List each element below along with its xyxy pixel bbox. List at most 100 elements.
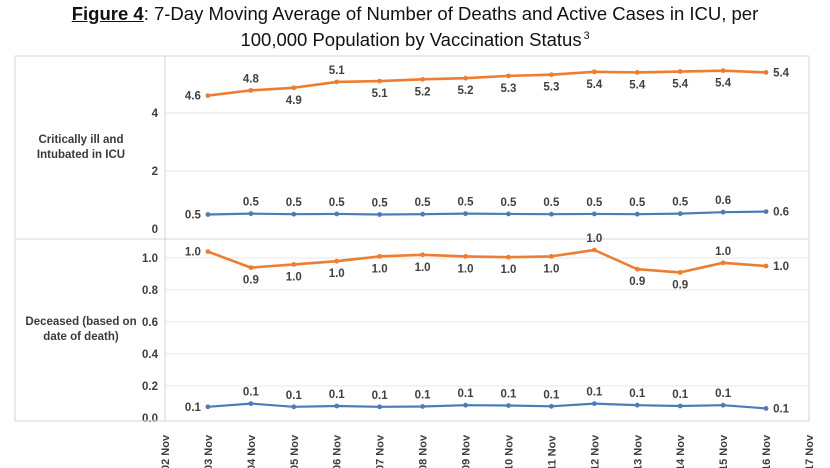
panel0-blue-series-marker <box>506 211 511 217</box>
data-label: 0.5 <box>243 197 260 209</box>
y-tick-label: 4 <box>152 108 159 120</box>
panel0-orange-series-marker <box>634 70 640 75</box>
x-tick-label: 05 Nov <box>289 434 301 468</box>
panel1-orange-series-marker <box>248 265 254 270</box>
data-label: 0.6 <box>773 207 789 219</box>
x-tick-label: 03 Nov <box>203 434 215 468</box>
data-label: 1.0 <box>415 262 431 274</box>
x-tick-label: 09 Nov <box>461 434 473 468</box>
data-label: 0.1 <box>586 387 603 399</box>
data-label: 0.5 <box>500 197 517 209</box>
y-tick-label: 1.0 <box>142 253 158 265</box>
data-label: 5.4 <box>715 78 732 90</box>
panel1-blue-series-marker <box>720 402 726 408</box>
data-label: 1.0 <box>773 261 789 273</box>
x-tick-label: 11 Nov <box>546 435 558 468</box>
panel0-blue-series-line <box>206 210 768 216</box>
data-label: 5.1 <box>372 88 389 100</box>
y-tick-label: 0.4 <box>142 349 159 361</box>
y-tick-label: 0.6 <box>142 317 158 329</box>
figure-label: Figure 4 <box>71 3 144 24</box>
data-label: 5.4 <box>672 79 689 91</box>
panel1-orange-series-marker <box>205 249 211 255</box>
data-label: 0.5 <box>629 197 646 209</box>
x-tick-label: 04 Nov <box>246 434 258 468</box>
panel0-orange-series-marker <box>549 72 554 78</box>
panel1-orange-series-marker <box>506 254 511 260</box>
panel1-blue-series-marker <box>334 403 340 409</box>
panel0-orange-series-marker <box>463 75 468 81</box>
data-label: 0.5 <box>458 197 475 209</box>
data-label: 4.6 <box>185 91 201 103</box>
y-tick-label: 0.2 <box>142 381 158 393</box>
panel0-orange-series-marker <box>763 70 769 75</box>
data-label: 0.5 <box>286 197 303 209</box>
x-tick-label: 07 Nov <box>375 434 387 468</box>
panel1-blue-series-marker <box>549 403 554 409</box>
panel0-blue-series-marker <box>634 211 640 217</box>
data-label: 5.4 <box>773 67 790 79</box>
data-label: 1.0 <box>458 263 474 275</box>
y-tick-label: 0.8 <box>142 285 159 297</box>
x-tick-label: 10 Nov <box>503 434 515 468</box>
data-label: 0.1 <box>715 388 732 400</box>
panel0-blue-series-marker <box>248 211 254 217</box>
panel1-blue-series-marker <box>763 406 769 411</box>
footnote-marker: 3 <box>583 30 590 42</box>
panel1-orange-series-marker <box>591 247 597 253</box>
panel1-blue-series-marker <box>377 404 383 410</box>
panel1-orange-series-marker <box>720 260 726 266</box>
panel1-blue-series-marker <box>677 403 683 409</box>
y-tick-label: 0.0 <box>142 413 158 425</box>
panel-label-deceased: Deceased (based on date of death) <box>25 316 137 343</box>
x-tick-label: 14 Nov <box>675 434 687 468</box>
panel0-orange-series-marker <box>205 93 211 98</box>
data-label: 5.2 <box>415 86 431 98</box>
data-label: 1.0 <box>286 271 302 283</box>
data-label: 5.3 <box>543 82 559 94</box>
data-label: 1.0 <box>185 247 201 259</box>
panel0-orange-series-marker <box>248 87 254 93</box>
panel0-orange-series-marker <box>677 69 683 74</box>
panel1-blue-series-marker <box>291 404 297 410</box>
panel0-blue-series-marker <box>291 211 297 217</box>
panel0-orange-series-marker <box>291 85 297 91</box>
data-label: 1.0 <box>543 263 559 275</box>
data-label: 0.1 <box>458 388 475 400</box>
data-label: 0.1 <box>185 402 202 414</box>
panel0-blue-series-marker <box>763 209 769 215</box>
data-label: 0.9 <box>243 275 259 287</box>
panel1-blue-series-marker <box>463 402 468 408</box>
data-label: 5.2 <box>458 85 474 97</box>
data-label: 0.5 <box>185 210 202 222</box>
panel1-orange-series-marker <box>549 254 554 259</box>
y-tick-label: 0 <box>152 224 158 236</box>
panel1-orange-series-marker <box>420 252 425 258</box>
data-label: 0.9 <box>629 276 645 288</box>
x-tick-label: 12 Nov <box>589 434 601 468</box>
panel0-blue-series-marker <box>549 211 554 217</box>
data-label: 0.5 <box>586 197 603 209</box>
x-tick-label: 02 Nov <box>160 434 172 468</box>
data-label: 4.8 <box>243 73 260 85</box>
data-label: 5.4 <box>586 79 603 91</box>
title-line1: : 7-Day Moving Average of Number of Deat… <box>143 3 759 24</box>
panel0-orange-series-marker <box>377 78 383 84</box>
panel1-blue-series-line <box>206 402 768 410</box>
title-line2: 100,000 Population by Vaccination Status… <box>240 29 590 51</box>
panel1-orange-series-marker <box>634 266 640 272</box>
data-label: 0.5 <box>415 197 432 209</box>
data-label: 1.0 <box>586 233 602 245</box>
data-label: 1.0 <box>715 246 731 258</box>
panel0-orange-series-marker <box>506 73 511 79</box>
data-label: 0.6 <box>715 195 731 207</box>
data-label: 0.5 <box>329 197 346 209</box>
data-label: 5.3 <box>500 83 516 95</box>
data-label: 1.0 <box>329 268 345 280</box>
panel0-blue-series-marker <box>205 212 211 217</box>
panel1-blue-series-marker <box>205 404 211 410</box>
data-label: 0.1 <box>286 390 303 402</box>
panel0-orange-series-marker <box>420 76 425 82</box>
